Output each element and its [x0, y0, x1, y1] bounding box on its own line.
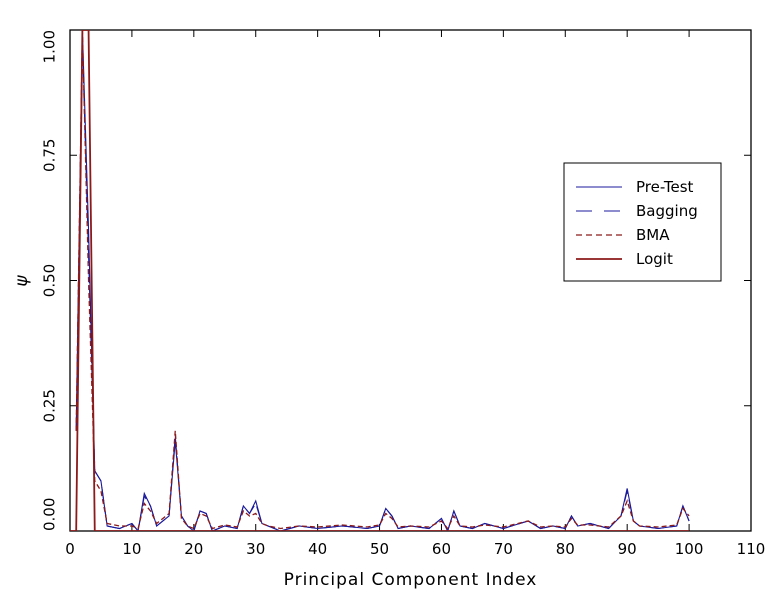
x-tick-label: 50 — [370, 540, 389, 558]
y-tick-label: 0.50 — [41, 264, 59, 297]
legend-label: Bagging — [636, 202, 698, 220]
series-line-bma — [75, 30, 690, 530]
x-tick-label: 90 — [618, 540, 637, 558]
series-layer — [70, 30, 690, 531]
tick-labels: 0 10 20 30 40 50 60 70 80 90 100 110 0.00 0.25 0.50 0.7… — [41, 30, 766, 558]
y-tick-label: 1.00 — [41, 30, 59, 63]
x-tick-label: 40 — [308, 540, 327, 558]
legend-box — [563, 162, 722, 282]
x-tick-label: 30 — [246, 540, 265, 558]
y-tick-label: 0.75 — [41, 139, 59, 172]
y-tick-label: 0.00 — [41, 498, 59, 531]
x-axis-title: Principal Component Index — [284, 570, 538, 590]
legend-label: Pre-Test — [636, 178, 694, 196]
x-tick-label: 10 — [122, 540, 141, 558]
x-tick-label: 100 — [675, 540, 704, 558]
series-line-bagging — [75, 40, 690, 531]
axis-ticks — [69, 29, 752, 532]
x-tick-label: 60 — [432, 540, 451, 558]
legend: Pre-Test Bagging BMA Logit — [563, 162, 722, 282]
x-tick-label: 70 — [494, 540, 513, 558]
x-tick-label: 110 — [737, 540, 766, 558]
y-tick-label: 0.25 — [41, 389, 59, 422]
x-tick-label: 20 — [184, 540, 203, 558]
x-tick-label: 80 — [556, 540, 575, 558]
legend-label: Logit — [636, 250, 673, 268]
legend-label: BMA — [636, 226, 670, 244]
y-axis-title: ψ — [12, 274, 32, 286]
x-tick-label: 0 — [65, 540, 75, 558]
